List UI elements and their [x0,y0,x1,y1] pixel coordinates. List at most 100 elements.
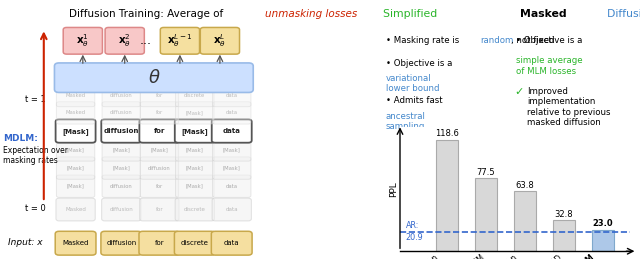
Text: data: data [223,128,241,134]
Text: $\mathbf{x}_{\theta}^{L-1}$: $\mathbf{x}_{\theta}^{L-1}$ [167,32,193,49]
FancyBboxPatch shape [140,102,179,124]
Bar [553,220,575,251]
Text: simple average
of MLM losses: simple average of MLM losses [516,56,582,76]
Text: [Mask]: [Mask] [67,147,84,153]
Text: • Objective is a: • Objective is a [386,59,455,68]
FancyBboxPatch shape [102,157,141,179]
Text: random: random [481,36,514,45]
FancyBboxPatch shape [140,84,179,107]
FancyBboxPatch shape [175,175,214,197]
Text: diffusion: diffusion [106,240,136,246]
Bar [475,178,497,251]
FancyBboxPatch shape [212,119,252,143]
Text: Masked: Masked [63,240,89,246]
Text: [Mask]: [Mask] [223,147,241,153]
FancyBboxPatch shape [212,102,251,124]
FancyBboxPatch shape [56,119,95,143]
Text: AR:: AR: [406,221,419,230]
Text: [Mask]: [Mask] [186,147,204,153]
FancyBboxPatch shape [101,231,141,255]
Text: [Mask]: [Mask] [113,147,130,153]
FancyBboxPatch shape [175,157,214,179]
FancyBboxPatch shape [212,84,251,107]
FancyBboxPatch shape [54,63,253,92]
Text: Masked: Masked [65,110,86,116]
Text: diffusion: diffusion [109,207,133,212]
Text: 118.6: 118.6 [435,129,459,138]
Text: Simplified: Simplified [383,9,441,19]
Text: diffusion: diffusion [110,93,132,98]
Text: diffusion: diffusion [110,110,132,116]
FancyBboxPatch shape [63,27,102,54]
Text: ✓: ✓ [515,87,524,97]
Text: [Mask]: [Mask] [113,166,130,171]
Text: [Mask]: [Mask] [62,128,89,134]
Text: [Mask]: [Mask] [186,184,204,189]
FancyBboxPatch shape [56,157,95,179]
FancyBboxPatch shape [56,84,95,107]
Text: discrete: discrete [181,240,209,246]
FancyBboxPatch shape [175,119,215,143]
FancyBboxPatch shape [56,139,95,161]
Text: Improved
implementation
relative to previous
masked diffusion: Improved implementation relative to prev… [527,87,611,127]
FancyBboxPatch shape [212,198,252,221]
Text: for: for [156,110,163,116]
FancyBboxPatch shape [175,102,214,124]
Text: variational
lower bound: variational lower bound [386,74,440,93]
Text: t = 1: t = 1 [25,95,45,104]
Text: [Mask]: [Mask] [186,110,204,116]
FancyBboxPatch shape [56,175,95,197]
Text: data: data [226,184,237,189]
Text: [Mask]: [Mask] [181,128,208,134]
Text: • Masking rate is: • Masking rate is [386,36,462,45]
FancyBboxPatch shape [212,175,251,197]
FancyBboxPatch shape [200,27,239,54]
FancyBboxPatch shape [140,175,179,197]
FancyBboxPatch shape [101,119,141,143]
Bar [436,140,458,251]
Text: 20.9: 20.9 [406,233,424,242]
Text: $\mathbf{x}_{\theta}^{L}$: $\mathbf{x}_{\theta}^{L}$ [213,32,227,49]
Text: for: for [154,240,164,246]
Text: Diffusion: Diffusion [607,9,640,19]
Text: for: for [156,93,163,98]
Text: • Admits fast: • Admits fast [386,96,445,105]
Text: $\mathbf{x}_{\theta}^{2}$: $\mathbf{x}_{\theta}^{2}$ [118,32,131,49]
Y-axis label: PPL: PPL [390,181,399,197]
FancyBboxPatch shape [160,27,200,54]
Text: data: data [225,207,238,212]
FancyBboxPatch shape [102,84,141,107]
Text: $\theta$: $\theta$ [147,69,160,87]
Text: t = 0: t = 0 [25,204,45,213]
Text: Masked: Masked [65,93,86,98]
Text: MDLM:: MDLM: [3,134,38,143]
FancyBboxPatch shape [140,157,179,179]
FancyBboxPatch shape [102,198,141,221]
Text: [Mask]: [Mask] [223,166,241,171]
Text: Diffusion Training: Average of: Diffusion Training: Average of [68,9,226,19]
Text: Masked: Masked [520,9,571,19]
Text: data: data [224,240,239,246]
Text: diffusion: diffusion [148,166,171,171]
Text: 32.8: 32.8 [555,210,573,219]
FancyBboxPatch shape [102,175,141,197]
FancyBboxPatch shape [56,102,95,124]
Text: Expectation over: Expectation over [3,146,68,155]
Text: unmasking losses: unmasking losses [265,9,357,19]
FancyBboxPatch shape [140,119,179,143]
FancyBboxPatch shape [212,157,251,179]
Text: data: data [226,93,237,98]
Text: discrete: discrete [184,93,205,98]
Text: for: for [156,184,163,189]
Text: masking rates: masking rates [3,156,58,165]
FancyBboxPatch shape [56,198,95,221]
Bar [592,229,614,251]
Bar [514,191,536,251]
Text: diffusion: diffusion [110,184,132,189]
FancyBboxPatch shape [175,139,214,161]
Text: ancestral
sampling: ancestral sampling [386,112,426,131]
Text: [Mask]: [Mask] [67,166,84,171]
Text: 23.0: 23.0 [593,219,613,228]
FancyBboxPatch shape [211,231,252,255]
Text: Input: x: Input: x [8,239,42,247]
